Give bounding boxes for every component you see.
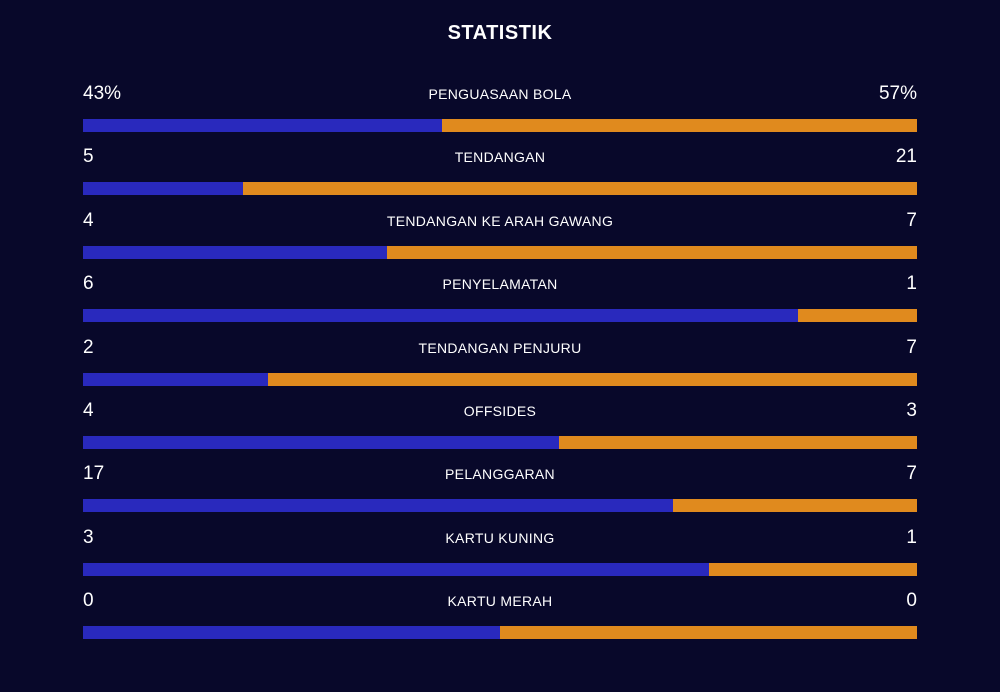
comparison-bar [83, 372, 917, 386]
comparison-bar [83, 626, 917, 640]
away-bar [708, 562, 917, 576]
stat-row: 2 TENDANGAN PENJURU 7 [83, 334, 917, 397]
stat-row-header: 17 PELANGGARAN 7 [83, 460, 917, 488]
comparison-bar [83, 245, 917, 259]
stat-row-header: 5 TENDANGAN 21 [83, 143, 917, 171]
home-bar [83, 435, 560, 449]
away-bar [559, 435, 917, 449]
away-bar [243, 182, 917, 196]
away-bar [441, 119, 917, 132]
stat-row-header: 2 TENDANGAN PENJURU 7 [83, 334, 917, 362]
stat-label: KARTU MERAH [447, 593, 553, 610]
home-bar [83, 372, 269, 386]
away-value: 21 [895, 146, 917, 168]
away-value: 1 [906, 526, 917, 548]
stat-row-header: 4 OFFSIDES 3 [83, 397, 917, 425]
home-value: 6 [83, 273, 94, 295]
home-value: 4 [83, 209, 94, 231]
stat-row: 4 TENDANGAN KE ARAH GAWANG 7 [83, 207, 917, 270]
stats-list: 43% PENGUASAAN BOLA 57% 5 TENDANGAN 21 4 TENDAN… [83, 80, 917, 651]
comparison-bar [83, 562, 917, 576]
comparison-bar [83, 499, 917, 513]
away-value: 7 [906, 336, 917, 358]
stat-label: TENDANGAN KE ARAH GAWANG [386, 212, 614, 229]
away-bar [386, 245, 917, 259]
stat-row: 0 KARTU MERAH 0 [83, 587, 917, 650]
stat-row-header: 3 KARTU KUNING 1 [83, 524, 917, 552]
home-bar [83, 499, 674, 513]
stat-row: 43% PENGUASAAN BOLA 57% [83, 80, 917, 143]
home-value: 4 [83, 399, 94, 421]
stat-label: OFFSIDES [463, 402, 537, 419]
stat-row: 5 TENDANGAN 21 [83, 143, 917, 206]
away-value: 0 [906, 590, 917, 612]
home-value: 5 [83, 146, 94, 168]
stat-row-header: 0 KARTU MERAH 0 [83, 587, 917, 615]
away-value: 1 [906, 273, 917, 295]
stat-label: PENGUASAAN BOLA [428, 86, 572, 102]
home-bar [83, 119, 442, 132]
stat-label: PELANGGARAN [445, 466, 555, 483]
away-value: 3 [906, 399, 917, 421]
stat-label: KARTU KUNING [445, 529, 555, 546]
away-value: 57% [878, 83, 917, 104]
stat-label: TENDANGAN PENJURU [418, 339, 582, 356]
stat-row: 3 KARTU KUNING 1 [83, 524, 917, 587]
comparison-bar [83, 119, 917, 132]
home-value: 0 [83, 590, 94, 612]
home-value: 2 [83, 336, 94, 358]
stat-row-header: 43% PENGUASAAN BOLA 57% [83, 80, 917, 108]
home-bar [83, 309, 798, 323]
stat-label: TENDANGAN [454, 149, 546, 166]
home-value: 43% [83, 83, 122, 104]
stat-row: 17 PELANGGARAN 7 [83, 460, 917, 523]
home-value: 17 [83, 463, 105, 485]
away-bar [268, 372, 917, 386]
stat-row-header: 4 TENDANGAN KE ARAH GAWANG 7 [83, 207, 917, 235]
away-bar [500, 626, 917, 640]
comparison-bar [83, 309, 917, 323]
away-value: 7 [906, 209, 917, 231]
comparison-bar [83, 435, 917, 449]
away-value: 7 [906, 463, 917, 485]
stat-row-header: 6 PENYELAMATAN 1 [83, 270, 917, 298]
home-bar [83, 182, 244, 196]
stat-row: 4 OFFSIDES 3 [83, 397, 917, 460]
away-bar [797, 309, 917, 323]
away-bar [673, 499, 917, 513]
comparison-bar [83, 182, 917, 196]
stat-row: 6 PENYELAMATAN 1 [83, 270, 917, 333]
page-title: STATISTIK [447, 22, 553, 44]
home-value: 3 [83, 526, 94, 548]
home-bar [83, 245, 387, 259]
home-bar [83, 562, 709, 576]
home-bar [83, 626, 500, 640]
stat-label: PENYELAMATAN [442, 276, 558, 293]
